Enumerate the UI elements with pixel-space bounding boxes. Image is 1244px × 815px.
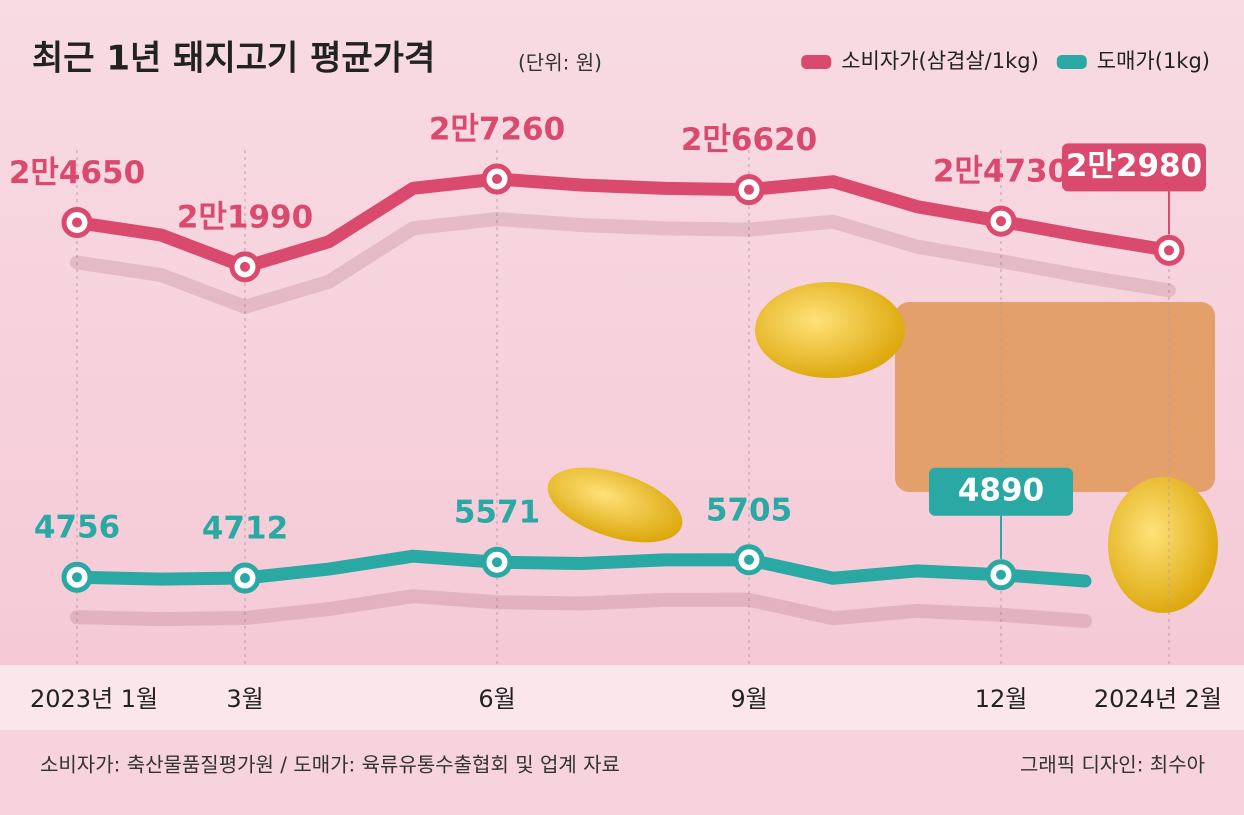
cutting-board [895,302,1215,492]
label-box [929,467,1073,516]
line-shadow [70,589,1092,629]
data-label: 4712 [202,511,288,547]
point-dot [492,174,502,184]
data-label: 2만6620 [681,122,817,158]
x-tick-label: 2023년 1월 [30,685,158,713]
legend-label: 도매가(1kg) [1097,49,1210,73]
data-label: 2만4730 [933,154,1069,190]
x-tick-label: 6월 [478,685,515,713]
legend-swatch [801,55,832,69]
data-label: 4890 [958,472,1044,508]
credit: 그래픽 디자인: 최수아 [1020,753,1205,777]
data-label: 2만2980 [1066,148,1202,184]
point-dot [996,569,1006,580]
data-label: 4756 [34,510,120,546]
x-tick-label: 3월 [226,685,263,713]
x-tick-label: 9월 [730,685,767,713]
point-dot [72,217,82,228]
point-dot [492,557,502,568]
x-tick-label: 12월 [975,685,1028,713]
chart-title: 최근 1년 돼지고기 평균가격 [32,39,435,79]
point-dot [996,216,1006,227]
chart-subtitle: (단위: 원) [518,51,602,75]
coin [755,282,905,378]
point-dot [240,573,250,584]
source: 소비자가: 축산물품질평가원 / 도매가: 육류유통수출협회 및 업계 자료 [40,753,620,777]
x-axis-band [0,665,1244,730]
coin [547,467,683,543]
legend-label: 소비자가(삼겹살/1kg) [841,49,1039,73]
point-dot [240,261,250,272]
data-label: 5571 [454,495,540,531]
data-label: 2만7260 [429,112,565,148]
data-label: 2만4650 [9,155,145,191]
legend-swatch [1056,55,1087,69]
point-dot [1164,245,1174,256]
line-shadow [70,212,1176,314]
x-tick-label: 2024년 2월 [1094,685,1222,713]
coin [1108,477,1218,613]
data-label: 5705 [706,492,792,528]
point-dot [72,572,82,583]
point-dot [744,554,754,565]
point-dot [744,184,754,195]
footer-band [0,730,1244,815]
label-box [1062,143,1206,192]
data-label: 2만1990 [177,199,313,235]
